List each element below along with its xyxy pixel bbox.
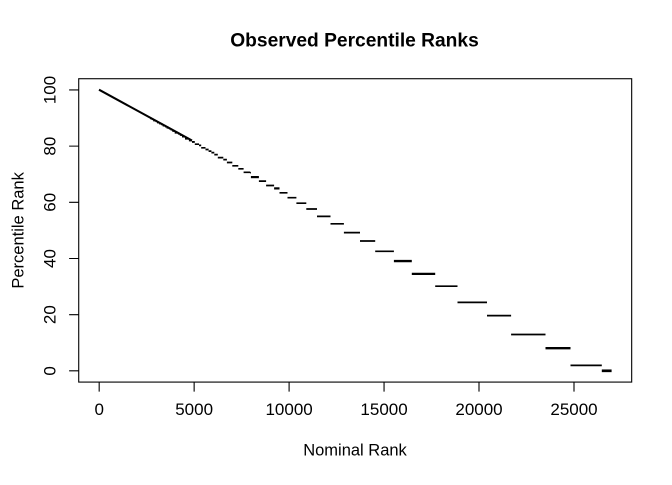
svg-text:60: 60: [41, 193, 60, 212]
svg-text:20: 20: [41, 305, 60, 324]
svg-text:Nominal Rank: Nominal Rank: [303, 442, 407, 460]
svg-text:Observed Percentile Ranks: Observed Percentile Ranks: [230, 31, 479, 52]
svg-text:5000: 5000: [175, 400, 213, 419]
svg-text:0: 0: [41, 366, 60, 375]
svg-text:20000: 20000: [455, 400, 502, 419]
svg-text:100: 100: [41, 76, 60, 104]
svg-text:Percentile Rank: Percentile Rank: [10, 171, 28, 288]
svg-text:40: 40: [41, 249, 60, 268]
svg-text:80: 80: [41, 137, 60, 156]
svg-text:0: 0: [94, 400, 103, 419]
svg-text:25000: 25000: [550, 400, 597, 419]
svg-text:10000: 10000: [265, 400, 312, 419]
svg-text:15000: 15000: [360, 400, 407, 419]
